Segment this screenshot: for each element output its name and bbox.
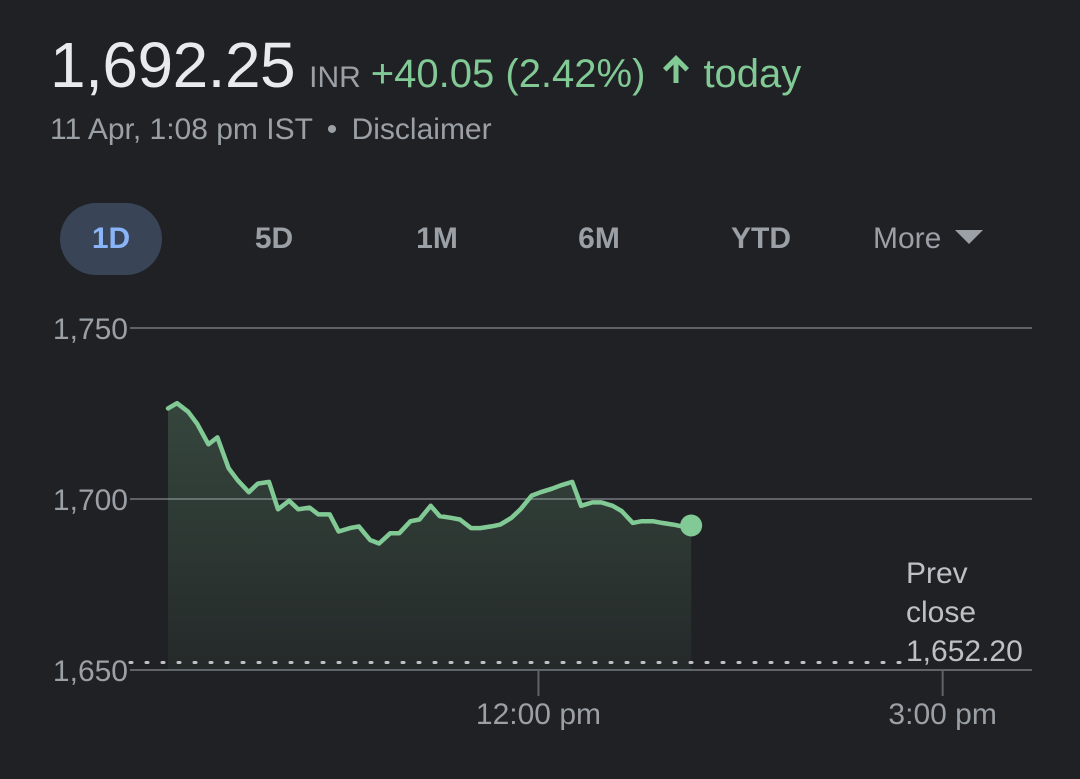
more-label: More: [873, 222, 942, 255]
area-fill-shape: [168, 403, 692, 670]
y-tick-label: 1,650: [53, 655, 128, 688]
arrow-up-icon: [663, 55, 690, 83]
y-tick-label: 1,700: [53, 484, 128, 517]
quote-timestamp-line: 11 Apr, 1:08 pm IST • Disclaimer: [50, 113, 492, 147]
prev-close-label-line: Prev: [906, 557, 968, 590]
price-value: 1,692.25: [50, 29, 296, 101]
y-tick-label: 1,750: [53, 313, 128, 346]
price-line-path: [165, 400, 694, 546]
range-tabs: 1D 5D 1M 6M YTD More: [60, 203, 1020, 275]
tab-5d[interactable]: 5D: [254, 222, 294, 255]
separator-dot: •: [326, 113, 338, 146]
tab-6m[interactable]: 6M: [578, 222, 620, 255]
tab-1d[interactable]: 1D: [60, 203, 162, 275]
caret-down-icon: [955, 230, 984, 245]
last-price-dot: [680, 514, 703, 537]
x-axis-ticks: 12:00 pm 3:00 pm: [476, 670, 997, 731]
prev-close-label-line: close: [906, 596, 976, 629]
y-axis-ticks: 1,650 1,700 1,750: [53, 313, 128, 688]
quote-header: 1,692.25 INR +40.05 (2.42%) today: [50, 28, 801, 102]
disclaimer-link[interactable]: Disclaimer: [351, 113, 492, 146]
tab-ytd[interactable]: YTD: [731, 222, 791, 255]
prev-close-label: Prev close 1,652.20: [906, 557, 1023, 668]
quote-timestamp: 11 Apr, 1:08 pm IST: [50, 113, 313, 146]
x-tick-label: 3:00 pm: [888, 698, 996, 731]
currency-code: INR: [309, 61, 361, 94]
last-point: [680, 514, 703, 537]
area-fill: [168, 403, 692, 670]
price-change: +40.05 (2.42%): [370, 52, 646, 96]
x-tick-label: 12:00 pm: [476, 698, 601, 731]
change-period: today: [703, 52, 802, 96]
price-line: [165, 400, 694, 546]
tab-1m[interactable]: 1M: [416, 222, 458, 255]
more-dropdown[interactable]: More: [873, 203, 984, 275]
prev-close-label-line: 1,652.20: [906, 635, 1023, 668]
